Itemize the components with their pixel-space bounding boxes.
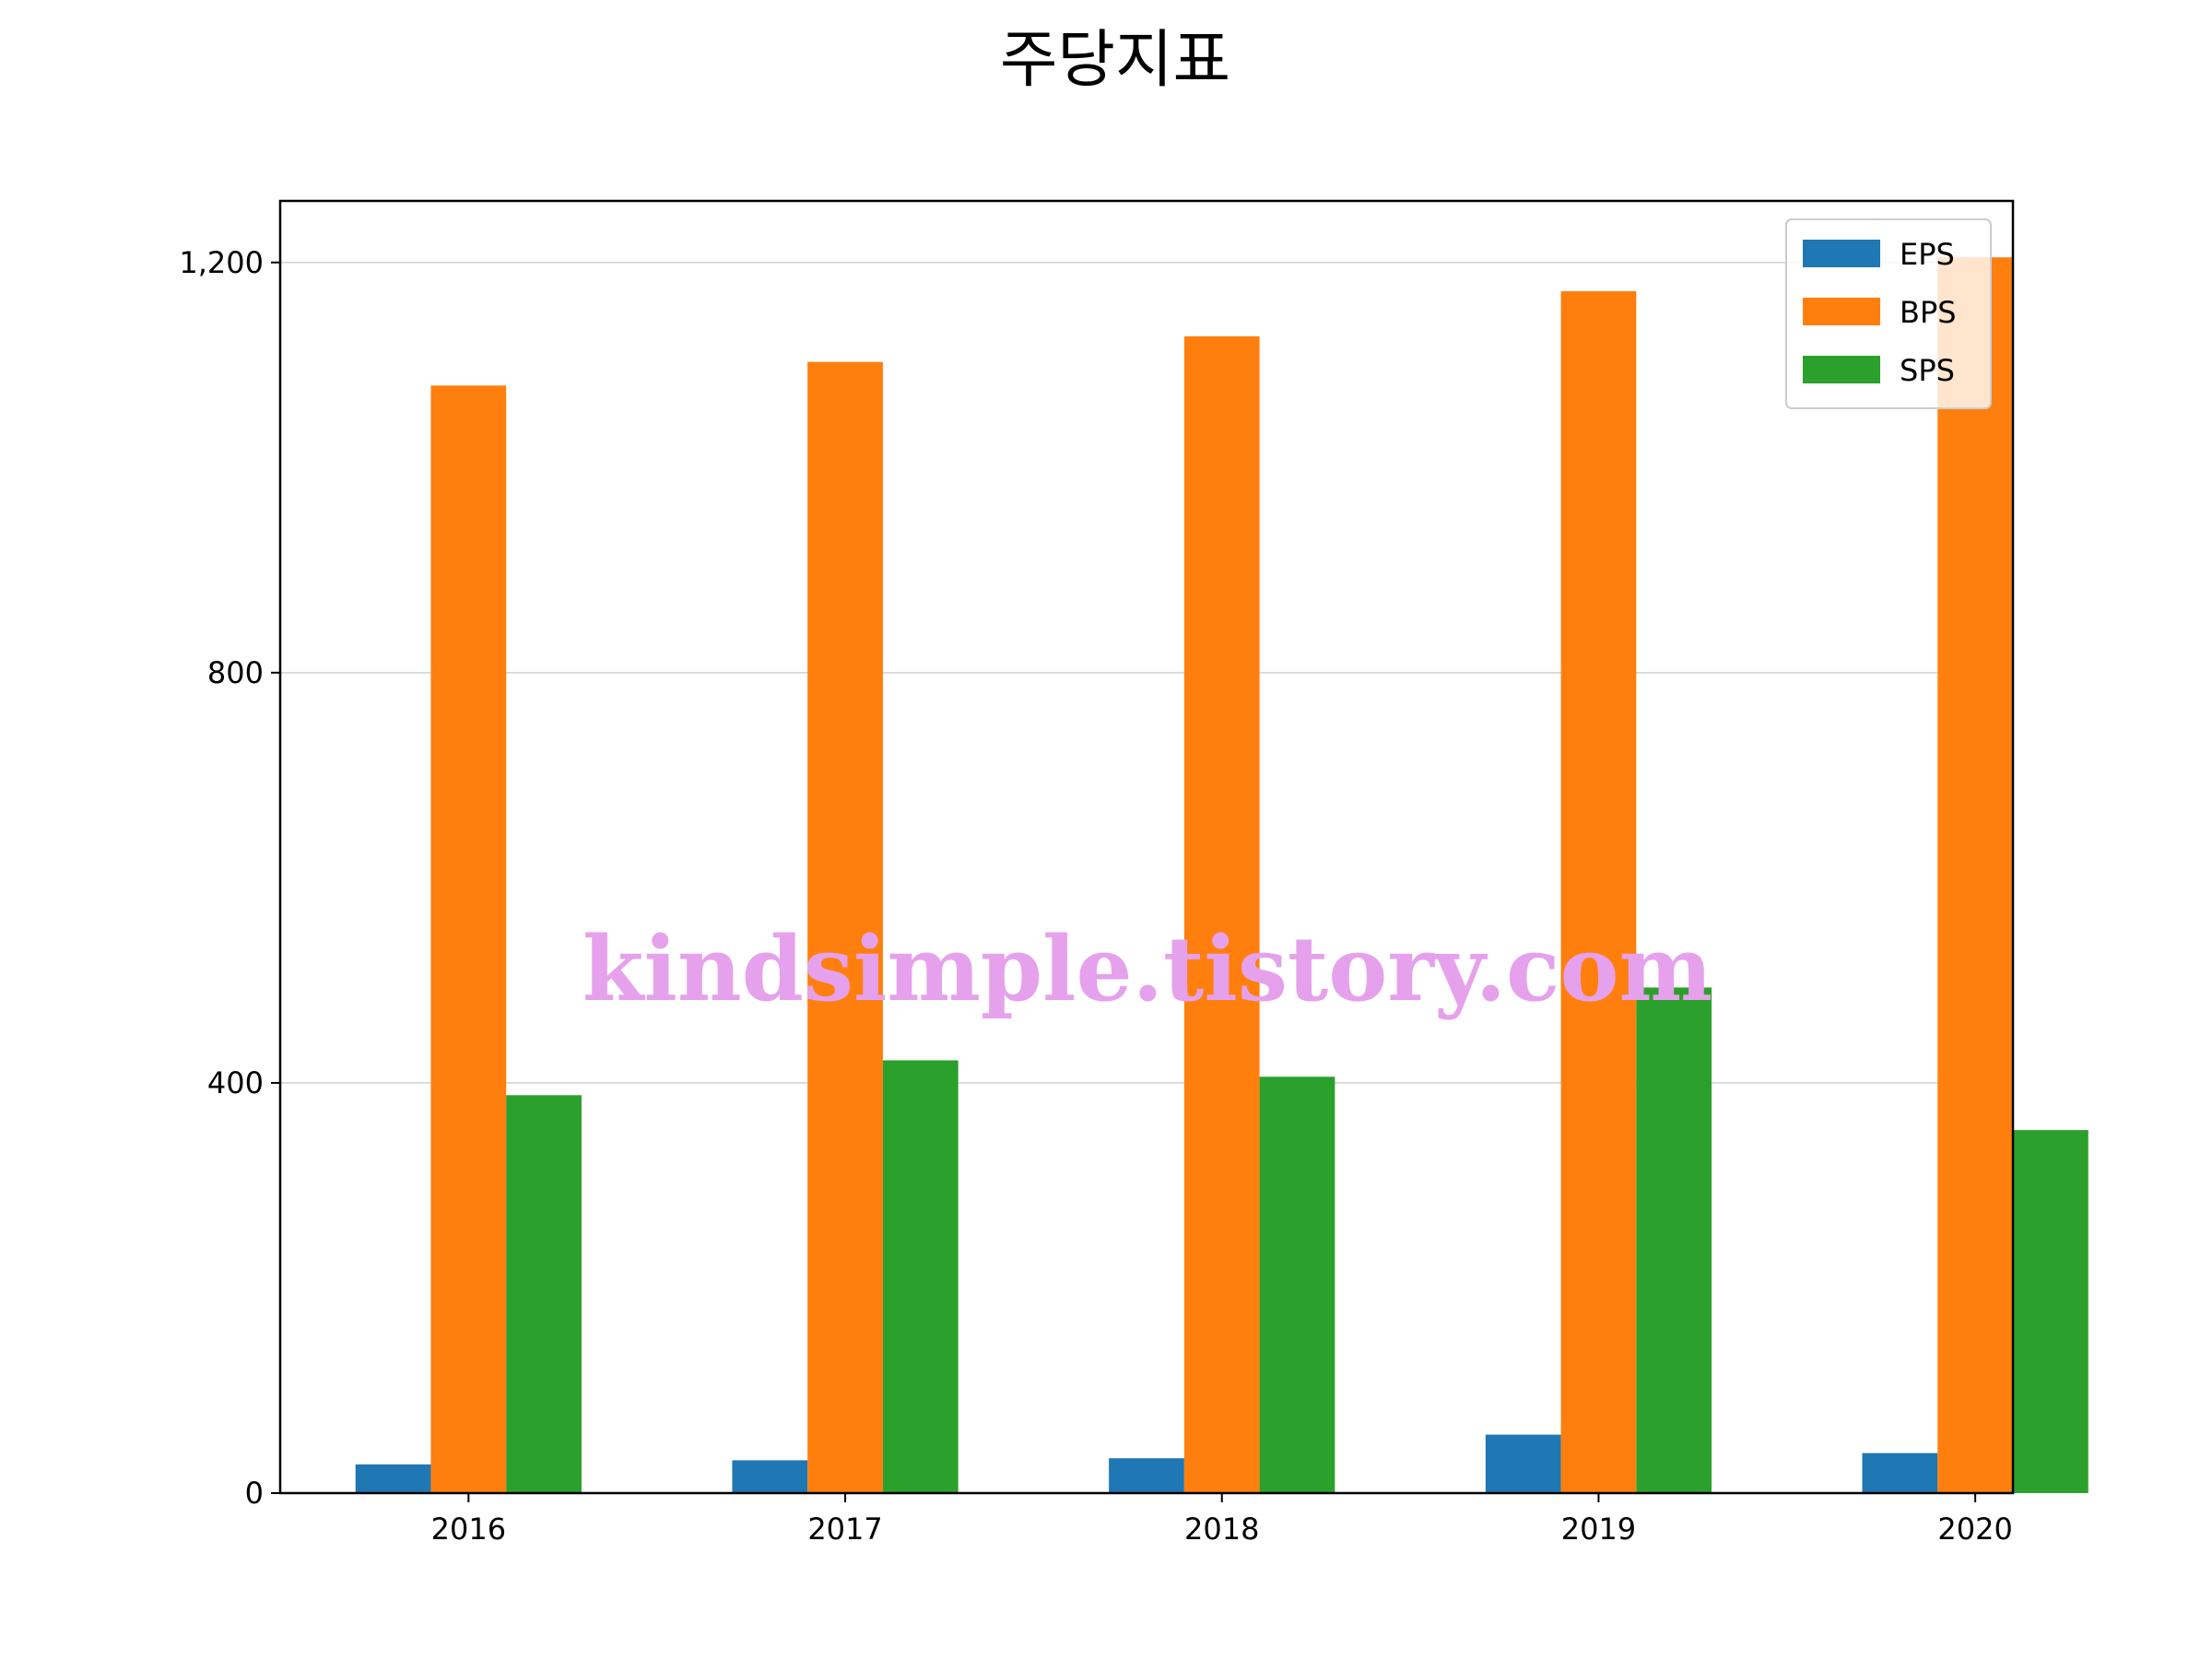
legend-swatch-eps	[1803, 240, 1880, 267]
legend-swatch-bps	[1803, 298, 1880, 325]
watermark-text: kindsimple.tistory.com	[582, 917, 1712, 1021]
y-tick-label: 800	[207, 655, 264, 690]
bar-sps-2020	[2013, 1130, 2088, 1493]
bar-eps-2017	[732, 1460, 808, 1493]
bar-eps-2016	[355, 1464, 431, 1493]
bars	[355, 257, 2088, 1494]
x-tick-label: 2017	[807, 1512, 882, 1547]
bar-sps-2016	[506, 1095, 582, 1493]
y-tick-label: 1,200	[179, 245, 264, 280]
bar-bps-2020	[1937, 257, 2013, 1493]
legend: EPS BPS SPS	[1785, 218, 1992, 409]
chart-title: 주당지표	[1000, 24, 1230, 97]
bar-sps-2018	[1259, 1077, 1335, 1493]
bar-eps-2020	[1862, 1453, 1938, 1493]
plot-frame	[278, 199, 2015, 1495]
y-tick-label: 0	[245, 1476, 264, 1511]
legend-label-bps: BPS	[1900, 295, 1957, 330]
bar-bps-2019	[1560, 290, 1637, 1493]
bar-eps-2018	[1109, 1458, 1184, 1493]
legend-label-sps: SPS	[1900, 353, 1955, 388]
y-grid	[280, 262, 2013, 1084]
bar-bps-2018	[1183, 335, 1260, 1493]
bar-eps-2019	[1485, 1434, 1561, 1493]
y-tick-label: 400	[207, 1065, 264, 1100]
bar-bps-2017	[807, 361, 883, 1494]
x-tick-label: 2016	[431, 1512, 506, 1547]
axes: 0 400 800 1,200 2016 2017 2018 2019 2020	[179, 199, 2015, 1547]
legend-label-eps: EPS	[1900, 237, 1955, 272]
bar-bps-2016	[430, 385, 507, 1494]
bar-sps-2019	[1636, 987, 1712, 1493]
bar-sps-2017	[882, 1060, 959, 1493]
x-tick-label: 2020	[1937, 1512, 2012, 1547]
x-tick-label: 2019	[1561, 1512, 1636, 1547]
legend-swatch-sps	[1803, 356, 1880, 383]
x-tick-label: 2018	[1184, 1512, 1259, 1547]
